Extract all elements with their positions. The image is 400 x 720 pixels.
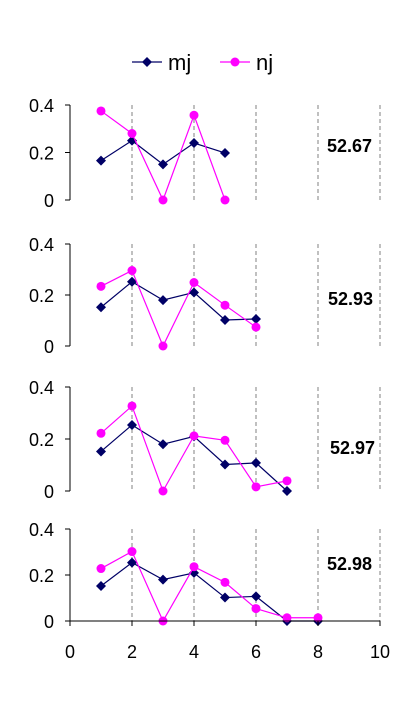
y-tick-label: 0.2	[29, 144, 54, 164]
y-tick-label: 0.2	[29, 566, 54, 586]
y-tick-label: 0.4	[29, 96, 54, 116]
series-line-mj	[100, 561, 318, 622]
data-point-mj	[220, 147, 230, 158]
panel-annotation: 52.98	[327, 554, 372, 574]
data-point-nj	[251, 604, 261, 614]
x-tick-label: 4	[189, 642, 199, 662]
data-point-mj	[127, 557, 137, 568]
panel-3: 0 0.2 0.4 52.97	[29, 378, 381, 502]
data-point-mj	[220, 459, 230, 470]
data-point-nj	[251, 482, 261, 492]
data-point-mj	[251, 457, 261, 468]
data-point-nj	[127, 129, 137, 138]
panel-annotation: 52.97	[330, 438, 375, 458]
series-line-mj	[100, 281, 257, 321]
x-tick-label: 6	[251, 642, 261, 662]
y-tick-label: 0	[44, 612, 54, 632]
data-point-mj	[127, 419, 137, 430]
data-point-mj	[158, 439, 168, 450]
y-tick-label: 0	[44, 337, 54, 357]
panel-annotation: 52.93	[328, 289, 373, 309]
data-point-nj	[158, 195, 168, 205]
series-line-nj	[100, 550, 318, 623]
data-point-nj	[189, 431, 199, 441]
data-point-nj	[313, 613, 323, 623]
data-point-nj	[127, 266, 137, 276]
data-point-mj	[189, 138, 199, 148]
data-point-nj	[220, 435, 230, 445]
x-tick-label: 0	[65, 642, 75, 662]
data-point-nj	[220, 195, 230, 205]
y-tick-label: 0.2	[29, 286, 54, 306]
data-point-mj	[96, 581, 106, 592]
data-point-mj	[127, 276, 137, 287]
legend-item-nj: nj	[220, 50, 273, 75]
legend: mj nj	[132, 50, 273, 75]
y-tick-label: 0.4	[29, 520, 54, 540]
data-point-nj	[158, 341, 168, 351]
panel-4: 0 0.2 0.4 52.98 0 2 4 6 8 10	[29, 520, 390, 662]
data-point-nj	[96, 428, 106, 438]
y-tick-label: 0	[44, 482, 54, 502]
data-point-mj	[96, 302, 106, 313]
data-point-nj	[158, 486, 168, 496]
data-point-nj	[127, 547, 137, 557]
data-point-nj	[189, 562, 199, 572]
data-point-mj	[158, 574, 168, 585]
data-point-mj	[251, 313, 261, 324]
y-tick-label: 0	[44, 191, 54, 211]
y-tick-label: 0.4	[29, 378, 54, 398]
panel-2: 0 0.2 0.4 52.93	[29, 235, 381, 357]
legend-item-mj: mj	[132, 50, 191, 75]
legend-marker-mj	[142, 57, 152, 67]
legend-marker-nj	[230, 57, 240, 67]
x-tick-label: 8	[313, 642, 323, 662]
data-point-nj	[220, 577, 230, 587]
data-point-nj	[282, 613, 292, 623]
data-point-nj	[96, 281, 106, 291]
data-point-nj	[282, 476, 292, 486]
data-point-mj	[158, 159, 168, 170]
series-line-nj	[100, 110, 226, 202]
data-point-mj	[282, 486, 292, 496]
data-point-nj	[189, 278, 199, 288]
legend-label-mj: mj	[168, 50, 191, 75]
y-tick-label: 0.2	[29, 430, 54, 450]
panel-1: 0 0.2 0.4 52.67	[29, 96, 381, 211]
data-point-mj	[158, 295, 168, 306]
series-line-nj	[100, 269, 257, 348]
data-point-nj	[189, 110, 199, 120]
legend-label-nj: nj	[256, 50, 273, 75]
data-point-nj	[127, 401, 137, 411]
x-tick-label: 2	[127, 642, 137, 662]
data-point-nj	[96, 564, 106, 574]
data-point-nj	[96, 106, 106, 116]
panel-annotation: 52.67	[327, 136, 372, 156]
data-point-nj	[220, 300, 230, 310]
data-point-mj	[251, 591, 261, 602]
data-point-mj	[96, 155, 106, 166]
data-point-mj	[220, 314, 230, 325]
x-tick-label: 10	[370, 642, 390, 662]
data-point-mj	[96, 446, 106, 457]
y-tick-label: 0.4	[29, 235, 54, 255]
data-point-mj	[189, 287, 199, 298]
data-point-nj	[251, 322, 261, 332]
data-point-mj	[220, 592, 230, 603]
